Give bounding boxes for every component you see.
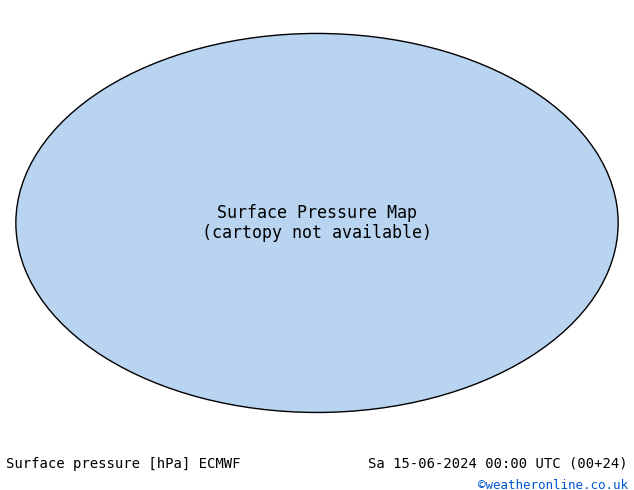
Text: Sa 15-06-2024 00:00 UTC (00+24): Sa 15-06-2024 00:00 UTC (00+24) (368, 457, 628, 470)
Text: Surface Pressure Map
(cartopy not available): Surface Pressure Map (cartopy not availa… (202, 203, 432, 243)
Ellipse shape (16, 33, 618, 413)
Text: ©weatheronline.co.uk: ©weatheronline.co.uk (477, 479, 628, 490)
Text: Surface pressure [hPa] ECMWF: Surface pressure [hPa] ECMWF (6, 457, 241, 470)
